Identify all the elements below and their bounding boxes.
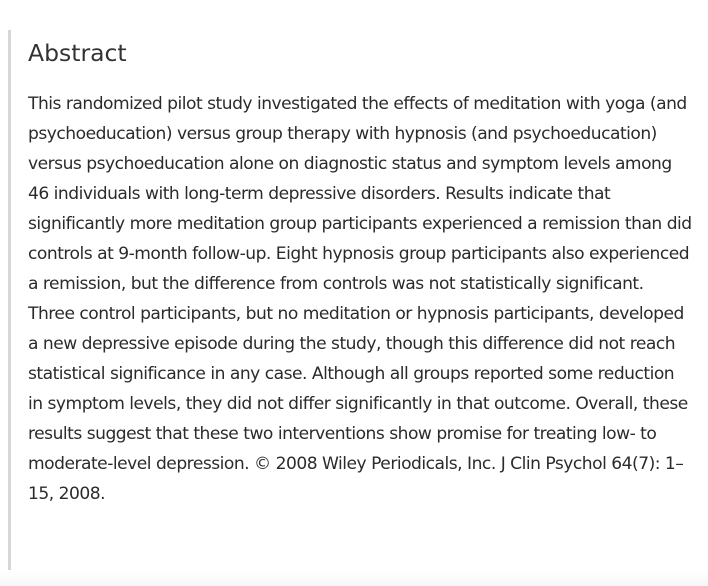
abstract-text: This randomized pilot study investigated…	[28, 94, 692, 504]
abstract-heading: Abstract	[28, 39, 127, 67]
bottom-fade	[0, 572, 708, 586]
abstract-section: Abstract This randomized pilot study inv…	[8, 30, 694, 570]
